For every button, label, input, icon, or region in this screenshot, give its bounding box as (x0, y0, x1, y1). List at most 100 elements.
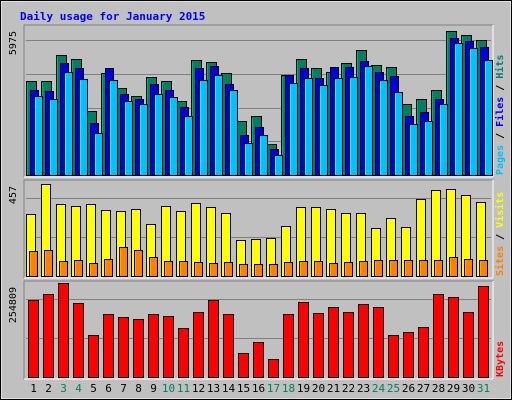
bar-kbytes-day-10 (163, 316, 174, 378)
x-tick-day-14: 14 (222, 382, 236, 395)
bar-kbytes-day-17 (268, 359, 279, 378)
x-tick-day-17: 17 (267, 382, 280, 395)
legend-entry-kbytes: KBytes (495, 341, 506, 377)
x-tick-day-10: 10 (162, 382, 175, 395)
chart-panels: 5975 Pages / Files / Hits 457 Sites / Visit… (8, 24, 506, 395)
bar-pages-day-12 (199, 80, 208, 176)
bar-kbytes-day-11 (178, 328, 189, 378)
bar-pages-day-3 (64, 72, 73, 176)
x-tick-day-9: 9 (150, 382, 157, 395)
bar-pages-day-8 (139, 104, 148, 176)
bar-sites-day-10 (164, 261, 173, 277)
bar-pages-day-6 (109, 80, 118, 176)
bar-sites-day-11 (179, 261, 188, 277)
x-tick-day-20: 20 (312, 382, 325, 395)
bar-kbytes-day-16 (253, 342, 264, 378)
bar-sites-day-29 (449, 257, 458, 277)
bar-kbytes-day-7 (118, 317, 129, 378)
bar-sites-day-23 (359, 261, 368, 277)
bar-pages-day-30 (469, 48, 478, 176)
bar-pages-day-11 (184, 116, 193, 176)
bar-kbytes-day-13 (208, 300, 219, 378)
bar-kbytes-day-27 (418, 327, 429, 378)
bar-pages-day-18 (289, 83, 298, 176)
bar-kbytes-day-30 (463, 312, 474, 378)
bar-sites-day-21 (329, 263, 338, 277)
x-tick-day-13: 13 (207, 382, 220, 395)
bar-sites-day-12 (194, 262, 203, 277)
bar-pages-day-26 (409, 124, 418, 176)
bar-sites-day-8 (134, 250, 143, 277)
bar-kbytes-day-14 (223, 314, 234, 378)
bar-pages-day-28 (439, 104, 448, 176)
bar-sites-day-18 (284, 262, 293, 277)
bar-pages-day-21 (334, 78, 343, 176)
bar-kbytes-day-20 (313, 313, 324, 378)
legend-entry-files: Files (494, 97, 506, 127)
x-tick-day-22: 22 (342, 382, 355, 395)
x-tick-day-7: 7 (120, 382, 127, 395)
x-tick-day-30: 30 (462, 382, 475, 395)
panel-3: 254809 KBytes (8, 280, 506, 380)
bar-pages-day-5 (94, 133, 103, 176)
bar-kbytes-day-8 (133, 319, 144, 378)
x-tick-day-1: 1 (30, 382, 37, 395)
bar-sites-day-16 (254, 264, 263, 277)
x-tick-day-27: 27 (417, 382, 430, 395)
bar-pages-day-27 (424, 121, 433, 176)
bar-sites-day-20 (314, 261, 323, 277)
bar-sites-day-4 (74, 260, 83, 277)
x-tick-day-24: 24 (372, 382, 386, 395)
x-tick-day-21: 21 (327, 382, 340, 395)
bar-pages-day-15 (244, 143, 253, 176)
legend-separator: / (495, 228, 506, 246)
bar-pages-day-2 (49, 99, 58, 176)
bar-kbytes-day-4 (73, 303, 84, 378)
bar-kbytes-day-21 (328, 307, 339, 378)
bar-pages-day-31 (484, 60, 493, 176)
bar-pages-day-22 (349, 77, 358, 176)
bar-pages-day-20 (319, 85, 328, 176)
x-axis-labels: 1 2 3 4 5 6 7 8 9 10 11 12 13 14 15 16 17 18 19 20 21 22 23 24 2… (30, 382, 490, 395)
x-tick-day-11: 11 (177, 382, 190, 395)
x-tick-day-15: 15 (237, 382, 250, 395)
bar-sites-day-22 (344, 262, 353, 277)
bar-kbytes-day-15 (238, 353, 249, 378)
legend-panel-2: Sites / Visits (494, 192, 506, 276)
x-tick-day-18: 18 (282, 382, 295, 395)
x-tick-day-31: 31 (477, 382, 490, 395)
legend-entry-hits: Hits (494, 55, 506, 79)
bar-sites-day-24 (374, 260, 383, 277)
x-tick-day-5: 5 (90, 382, 97, 395)
x-tick-day-12: 12 (192, 382, 205, 395)
x-tick-day-3: 3 (60, 382, 67, 395)
x-tick-day-29: 29 (447, 382, 460, 395)
bar-kbytes-day-1 (28, 300, 39, 378)
bar-sites-day-13 (209, 263, 218, 277)
bar-kbytes-day-28 (433, 294, 444, 378)
bar-kbytes-day-29 (448, 297, 459, 378)
panel-1: 5975 Pages / Files / Hits (8, 24, 506, 178)
bar-kbytes-day-9 (148, 314, 159, 378)
legend-separator: / (495, 79, 506, 97)
bar-sites-day-5 (89, 263, 98, 277)
bar-kbytes-day-5 (88, 335, 99, 378)
bar-sites-day-19 (299, 261, 308, 277)
bar-pages-day-13 (214, 75, 223, 176)
max-value-label: 457 (8, 186, 19, 204)
bar-pages-day-7 (124, 101, 133, 176)
bar-sites-day-14 (224, 262, 233, 277)
x-tick-day-26: 26 (402, 382, 415, 395)
bar-pages-day-25 (394, 92, 403, 176)
bar-sites-day-31 (479, 260, 488, 277)
bar-sites-day-30 (464, 259, 473, 277)
bar-sites-day-26 (404, 260, 413, 277)
x-tick-day-25: 25 (387, 382, 400, 395)
bar-kbytes-day-22 (343, 312, 354, 378)
legend-panel-1: Pages / Files / Hits (494, 55, 506, 175)
max-value-label: 5975 (8, 31, 19, 55)
panel-2: 457 Sites / Visits (8, 179, 506, 279)
bar-pages-day-10 (169, 97, 178, 176)
x-tick-day-8: 8 (135, 382, 142, 395)
